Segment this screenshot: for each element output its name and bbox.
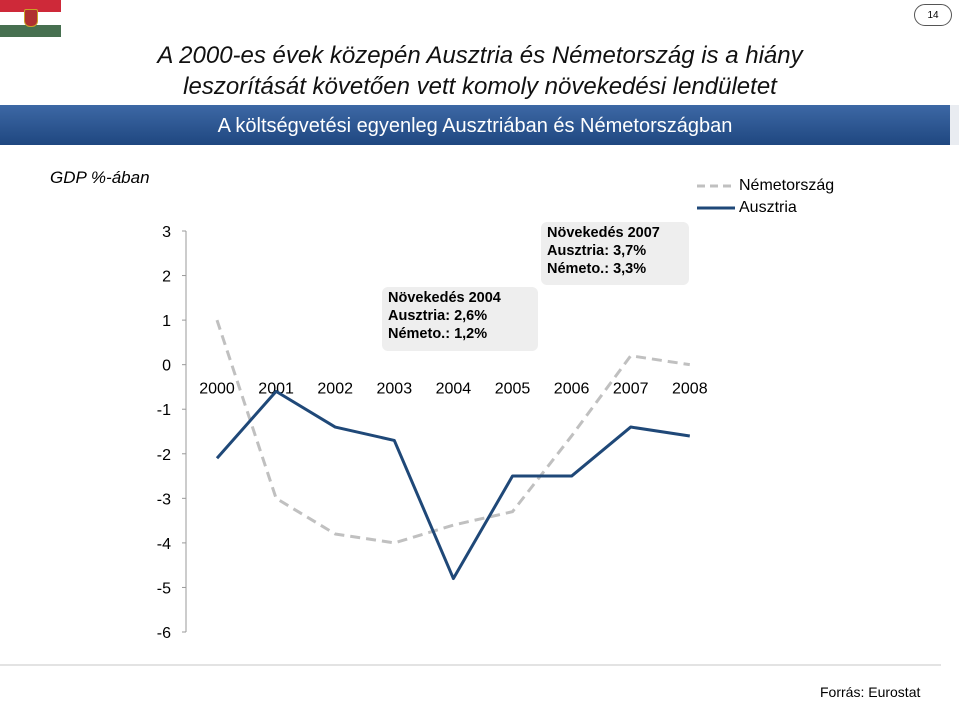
x-tick-label: 2006 [554, 381, 590, 398]
y-tick-label: -2 [157, 447, 171, 464]
legend [697, 184, 735, 210]
annotation-2004-germany: Németo.: 1,2% [388, 326, 488, 342]
x-tick-label: 2003 [377, 381, 413, 398]
legend-label-austria: Ausztria [739, 199, 797, 216]
x-tick-label: 2001 [258, 381, 294, 398]
y-tick-label: 3 [162, 224, 171, 241]
flag-stripe-white [0, 9, 61, 28]
coat-of-arms-icon [24, 9, 38, 28]
y-tick-label: 1 [162, 313, 171, 330]
x-tick-label: 2002 [317, 381, 353, 398]
y-tick-label: -6 [157, 625, 171, 642]
series-line-austria [215, 389, 691, 581]
series-line-germany [215, 319, 691, 545]
annotation-2007-title: Növekedés 2007 [547, 225, 660, 241]
series-lines [215, 319, 691, 581]
annotation-growth-2007: Növekedés 2007 Ausztria: 3,7% Németo.: 3… [541, 222, 689, 285]
subtitle-banner: A költségvetési egyenleg Ausztriában és … [0, 105, 950, 145]
x-axis-labels: 2000 2001 2002 2003 2004 2005 2006 2007 2008 [199, 381, 707, 398]
annotation-2007-austria: Ausztria: 3,7% [547, 243, 647, 259]
y-axis: 3 2 1 0 -1 -2 -3 -4 -5 -6 [157, 224, 187, 642]
chart-subtitle: A költségvetési egyenleg Ausztriában és … [217, 115, 733, 137]
slide-title-line2: leszorítását követően vett komoly növeke… [183, 73, 777, 100]
y-tick-label: 0 [162, 358, 171, 375]
slide-title: A 2000-es évek közepén Ausztria és Német… [80, 40, 880, 102]
x-tick-label: 2004 [436, 381, 472, 398]
banner-edge [950, 105, 959, 145]
hungarian-flag-icon [0, 0, 61, 37]
y-axis-unit-label: GDP %-ában [50, 168, 150, 187]
x-tick-label: 2008 [672, 381, 708, 398]
annotation-2004-austria: Ausztria: 2,6% [388, 308, 488, 324]
flag-stripe-red [0, 0, 61, 13]
y-tick-label: -5 [157, 580, 171, 597]
footer-divider [0, 664, 941, 666]
slide-title-line1: A 2000-es évek közepén Ausztria és Német… [157, 42, 803, 69]
flag-stripe-green [0, 24, 61, 37]
y-tick-label: 2 [162, 269, 171, 286]
y-tick-label: -3 [157, 491, 171, 508]
annotation-growth-2004: Növekedés 2004 Ausztria: 2,6% Németo.: 1… [382, 287, 538, 351]
x-tick-label: 2007 [613, 381, 649, 398]
x-tick-label: 2005 [495, 381, 531, 398]
annotation-2004-title: Növekedés 2004 [388, 290, 501, 306]
annotation-2007-germany: Németo.: 3,3% [547, 261, 647, 277]
page-number-badge: 14 [914, 4, 952, 26]
y-tick-label: -4 [157, 536, 171, 553]
source-note: Forrás: Eurostat [820, 684, 921, 700]
x-tick-label: 2000 [199, 381, 235, 398]
y-tick-label: -1 [157, 402, 171, 419]
legend-label-germany: Németország [739, 177, 835, 194]
